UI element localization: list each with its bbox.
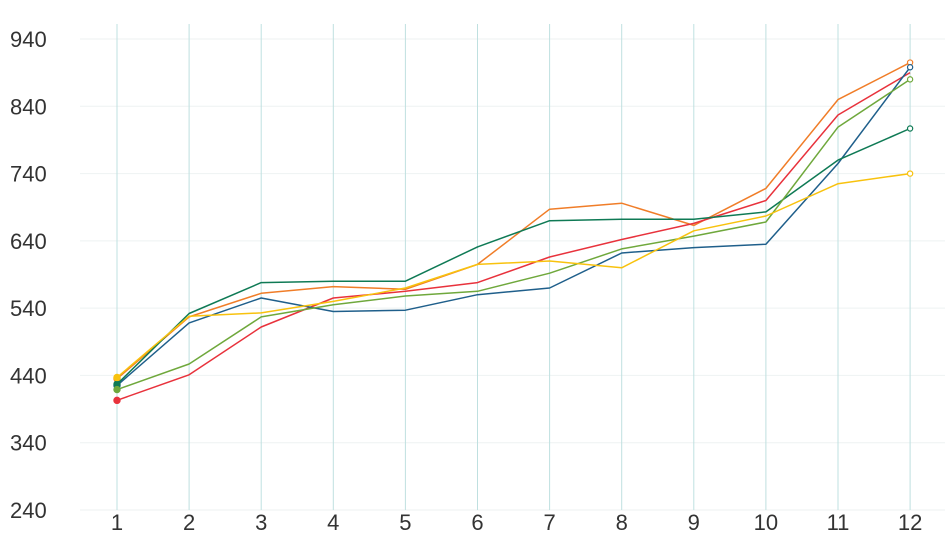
- start-point-marker: [113, 396, 121, 405]
- y-axis-ticks: 240 340 440 540 640 740 840 940: [10, 27, 47, 523]
- end-point-marker: [906, 125, 914, 132]
- end-point-marker: [906, 170, 914, 177]
- series-5: [113, 76, 914, 394]
- y-tick-label: 840: [10, 94, 47, 119]
- x-tick-label: 7: [543, 510, 555, 535]
- series-line: [116, 127, 911, 385]
- x-tick-label: 2: [183, 510, 195, 535]
- horizontal-gridlines: [80, 38, 945, 511]
- y-tick-label: 540: [10, 296, 47, 321]
- y-tick-label: 640: [10, 229, 47, 254]
- series-line: [116, 78, 911, 391]
- series-6: [113, 170, 914, 382]
- x-tick-label: 5: [399, 510, 411, 535]
- series-layer: [113, 59, 914, 405]
- series-line: [116, 61, 911, 380]
- x-tick-label: 12: [898, 510, 922, 535]
- end-point-marker: [906, 64, 914, 71]
- vertical-gridlines: [116, 24, 911, 510]
- series-line: [116, 66, 911, 387]
- y-tick-label: 440: [10, 363, 47, 388]
- y-tick-label: 240: [10, 498, 47, 523]
- series-line: [116, 71, 911, 402]
- x-tick-label: 9: [688, 510, 700, 535]
- x-tick-label: 10: [754, 510, 778, 535]
- series-3: [113, 64, 914, 390]
- x-tick-label: 1: [111, 510, 123, 535]
- start-point-marker: [113, 373, 121, 382]
- x-tick-label: 8: [616, 510, 628, 535]
- x-tick-label: 6: [471, 510, 483, 535]
- series-line: [116, 172, 911, 378]
- y-tick-label: 340: [10, 431, 47, 456]
- start-point-marker: [113, 385, 121, 394]
- y-tick-label: 740: [10, 162, 47, 187]
- series-4: [113, 125, 914, 388]
- x-axis-ticks: 1 2 3 4 5 6 7 8 9 10 11 12: [111, 510, 922, 535]
- x-tick-label: 4: [327, 510, 339, 535]
- end-point-marker: [906, 76, 914, 83]
- series-1: [113, 59, 914, 383]
- x-tick-label: 11: [827, 510, 850, 535]
- y-tick-label: 940: [10, 27, 47, 52]
- series-2: [113, 71, 911, 405]
- x-tick-label: 3: [255, 510, 267, 535]
